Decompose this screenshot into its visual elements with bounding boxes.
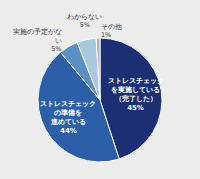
svg-text:実施の予定がない5%: 実施の予定がない5%	[13, 28, 62, 53]
svg-text:ストレスチェックを実施している（完了した）45%: ストレスチェックを実施している（完了した）45%	[108, 77, 164, 112]
svg-text:その他1%: その他1%	[101, 23, 122, 39]
svg-text:ストレスチェックの準備を進めている44%: ストレスチェックの準備を進めている44%	[40, 100, 96, 135]
svg-text:わからない5%: わからない5%	[67, 13, 102, 29]
